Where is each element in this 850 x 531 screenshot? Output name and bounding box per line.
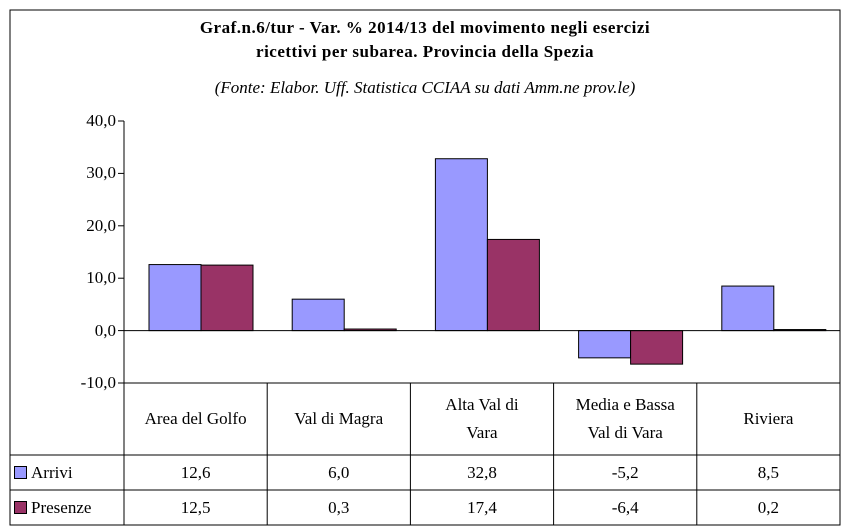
- y-tick-label: -10,0: [80, 373, 116, 392]
- y-tick-label: 0,0: [94, 320, 116, 340]
- x-tick-label: Val di Magra: [294, 409, 384, 428]
- y-tick-label: 20,0: [86, 215, 116, 235]
- bar: [291, 298, 345, 332]
- table-value: 8,5: [757, 462, 780, 482]
- table-value: 12,6: [180, 462, 211, 482]
- legend-label: Arrivi: [31, 462, 73, 482]
- table-value: 0,3: [328, 497, 350, 517]
- y-tick-label: 10,0: [86, 268, 116, 288]
- x-tick-label: Media e Bassa Val di Vara: [575, 395, 675, 442]
- legend-swatch: [14, 466, 27, 479]
- bar: [578, 330, 632, 359]
- table-value: -6,4: [611, 497, 639, 517]
- bar: [148, 264, 202, 332]
- legend-swatch: [14, 501, 27, 514]
- chart-title: Graf.n.6/tur - Var. % 2014/13 del movime…: [199, 18, 651, 61]
- bar: [486, 238, 540, 332]
- y-tick-label: 30,0: [86, 163, 116, 183]
- chart-subtitle: (Fonte: Elabor. Uff. Statistica CCIAA su…: [214, 78, 636, 97]
- table-value: 32,8: [467, 462, 497, 482]
- y-tick-label: 40,0: [86, 111, 116, 130]
- bar: [434, 158, 488, 332]
- chart-border: [9, 9, 841, 526]
- table-value: 17,4: [467, 497, 497, 517]
- table-value: 12,5: [180, 497, 211, 517]
- legend-item: Presenze: [14, 490, 91, 525]
- x-tick-label: Riviera: [743, 409, 794, 428]
- bar: [721, 285, 775, 332]
- legend-label: Presenze: [31, 497, 92, 517]
- x-tick-label: Area del Golfo: [144, 409, 247, 428]
- bar: [630, 330, 684, 365]
- table-value: 6,0: [328, 462, 350, 482]
- legend-item: Arrivi: [14, 455, 73, 490]
- x-tick-label: Alta Val di Vara: [445, 395, 519, 442]
- table-value: -5,2: [611, 462, 639, 482]
- bar: [200, 264, 254, 332]
- table-value: 0,2: [757, 497, 780, 517]
